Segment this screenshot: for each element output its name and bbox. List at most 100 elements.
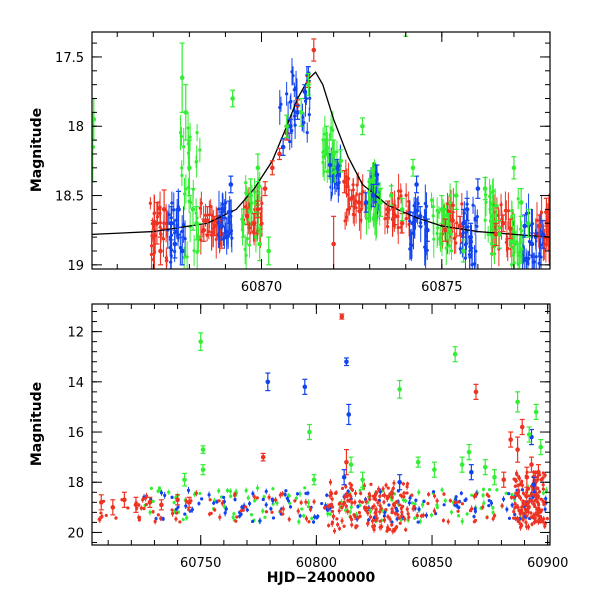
bottom-cluster-point	[521, 512, 525, 516]
top-cluster-point	[364, 216, 369, 221]
bottom-cluster-point	[322, 506, 327, 510]
top-cluster-point	[337, 172, 341, 177]
bottom-data-point	[307, 429, 312, 435]
bottom-y-tick-label: 16	[67, 426, 84, 441]
bottom-cluster-point	[528, 498, 532, 503]
bottom-cluster-point	[387, 494, 391, 498]
bottom-cluster-point	[225, 488, 230, 493]
top-cluster-point	[385, 224, 390, 229]
top-cluster-point	[432, 237, 436, 241]
bottom-cluster-point	[397, 516, 401, 520]
top-cluster-point	[240, 217, 244, 221]
top-cluster-point	[404, 193, 408, 197]
top-cluster-point	[535, 231, 539, 235]
bottom-cluster-point	[329, 490, 333, 495]
top-cluster-point	[440, 242, 444, 246]
bottom-cluster-point	[372, 528, 376, 532]
bottom-cluster-point	[442, 503, 446, 507]
bottom-cluster-point	[207, 493, 211, 497]
top-cluster-point	[180, 229, 184, 233]
bottom-cluster-point	[541, 520, 545, 524]
bottom-cluster-point	[200, 497, 204, 501]
bottom-cluster-point	[340, 519, 344, 523]
bottom-cluster-point	[367, 492, 371, 496]
bottom-cluster-point	[350, 488, 354, 492]
bottom-cluster-point	[513, 501, 517, 506]
bottom-cluster-point	[394, 500, 398, 505]
bottom-cluster-point	[407, 515, 411, 519]
top-cluster-point	[506, 209, 511, 213]
bottom-cluster-point	[288, 505, 293, 509]
top-data-point	[389, 193, 394, 198]
top-cluster-point	[178, 131, 183, 135]
top-cluster-point	[209, 204, 213, 209]
bottom-cluster-point	[234, 519, 238, 523]
bottom-cluster-point	[491, 506, 495, 510]
top-model-curve	[92, 71, 550, 238]
bottom-data-point	[492, 474, 497, 480]
top-cluster-point	[169, 260, 173, 264]
top-cluster-point	[336, 186, 340, 190]
top-cluster-point	[471, 203, 475, 207]
top-data-point	[363, 200, 369, 205]
bottom-cluster-point	[233, 492, 237, 496]
bottom-data-point	[524, 474, 530, 480]
bottom-cluster-point	[284, 489, 288, 493]
bottom-cluster-point	[376, 501, 380, 505]
bottom-cluster-point	[326, 512, 330, 516]
top-data-point	[410, 165, 416, 171]
bottom-cluster-point	[507, 492, 511, 496]
top-data-point	[266, 248, 272, 254]
bottom-cluster-point	[543, 507, 547, 511]
bottom-cluster-point	[161, 516, 165, 520]
top-cluster-point	[520, 247, 524, 251]
bottom-cluster-point	[422, 499, 426, 503]
top-cluster-point	[217, 207, 221, 211]
top-cluster-point	[176, 236, 180, 240]
top-cluster-point	[181, 222, 186, 227]
bottom-cluster-point	[378, 519, 382, 523]
top-cluster-point	[184, 187, 188, 191]
bottom-cluster-point	[306, 491, 310, 495]
top-cluster-point	[486, 232, 490, 236]
top-cluster-point	[222, 235, 226, 240]
bottom-cluster-point	[281, 507, 285, 511]
bottom-cluster-point	[394, 506, 398, 510]
top-data-point	[511, 165, 517, 171]
top-data-point	[522, 223, 528, 229]
bottom-cluster-point	[170, 508, 174, 512]
bottom-cluster-point	[378, 490, 382, 494]
top-data-point	[443, 227, 448, 233]
bottom-cluster-point	[371, 494, 376, 498]
bottom-cluster-point	[407, 501, 411, 505]
bottom-cluster-point	[299, 500, 303, 505]
top-cluster-point	[516, 197, 520, 201]
bottom-cluster-point	[262, 495, 266, 499]
top-data-point	[370, 193, 376, 198]
top-cluster-point	[259, 207, 263, 211]
bottom-data-point	[344, 459, 349, 465]
bottom-cluster-point	[463, 498, 467, 503]
top-cluster-point	[527, 240, 532, 244]
bottom-cluster-point	[525, 514, 529, 518]
top-cluster-point	[423, 245, 427, 249]
bottom-data-point	[466, 449, 472, 455]
bottom-cluster-point	[261, 509, 265, 513]
bottom-cluster-point	[350, 523, 354, 527]
bottom-data-point	[538, 444, 544, 450]
top-cluster-point	[524, 259, 529, 263]
top-cluster-point	[182, 255, 186, 260]
bottom-y-tick-label: 14	[67, 376, 84, 391]
top-cluster-point	[254, 236, 258, 240]
bottom-data-point	[98, 500, 104, 505]
bottom-cluster-point	[344, 492, 349, 496]
top-cluster-point	[332, 170, 336, 174]
bottom-data-point	[469, 469, 474, 475]
bottom-x-axis-title: HJD−2400000	[267, 570, 376, 586]
bottom-cluster-point	[540, 508, 544, 512]
top-cluster-point	[247, 243, 252, 247]
bottom-cluster-point	[518, 525, 523, 529]
top-data-point	[161, 207, 167, 212]
top-cluster-point	[321, 150, 325, 154]
bottom-cluster-point	[370, 519, 375, 523]
